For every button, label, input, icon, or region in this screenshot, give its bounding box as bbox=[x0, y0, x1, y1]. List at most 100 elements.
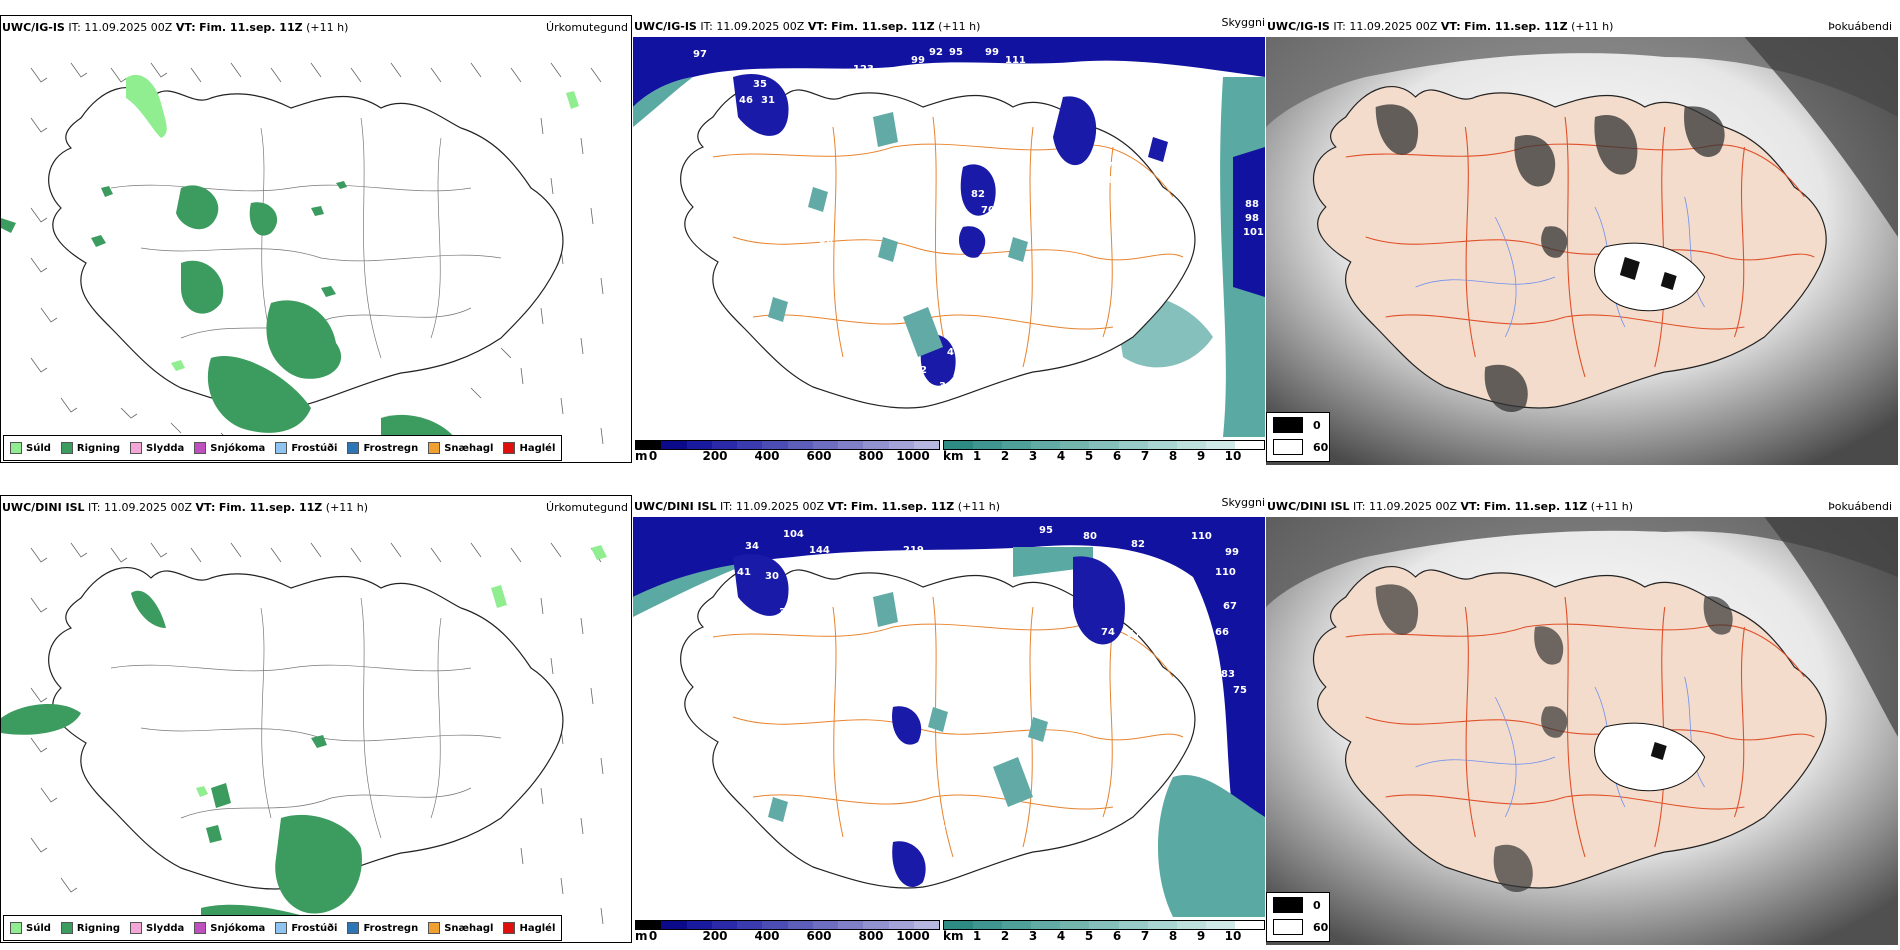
legend-item: Haglél bbox=[503, 442, 555, 454]
colorbar-segment bbox=[812, 441, 838, 449]
svg-text:34: 34 bbox=[745, 541, 759, 552]
svg-text:99: 99 bbox=[985, 47, 999, 58]
svg-text:117: 117 bbox=[778, 69, 799, 80]
svg-text:36: 36 bbox=[1063, 339, 1077, 350]
fog-legend: 0 60 bbox=[1266, 892, 1330, 942]
svg-text:99: 99 bbox=[911, 55, 925, 66]
svg-text:35: 35 bbox=[779, 607, 793, 618]
reduced-visibility-areas bbox=[768, 592, 1048, 822]
svg-text:92: 92 bbox=[929, 47, 943, 58]
legend-item: Rigning bbox=[60, 922, 120, 934]
legend-item: Snæhagl bbox=[428, 442, 493, 454]
colorbar-segment bbox=[1002, 441, 1032, 449]
colorbar-segment bbox=[913, 441, 939, 449]
colorbar-segment bbox=[1060, 441, 1090, 449]
panel-title: Þokuábendi bbox=[1828, 500, 1892, 513]
fog-map bbox=[1266, 37, 1898, 465]
colorbar-segment bbox=[1089, 921, 1119, 929]
fog-map bbox=[1266, 517, 1898, 945]
precip-panel-top: UWC/IG-IS IT: 11.09.2025 00Z VT: Fim. 11… bbox=[0, 15, 632, 463]
svg-text:80: 80 bbox=[1083, 531, 1097, 542]
colorbar-segment bbox=[1205, 921, 1235, 929]
svg-text:71: 71 bbox=[1203, 115, 1217, 126]
colorbar-segment bbox=[973, 921, 1003, 929]
panel-header: UWC/DINI ISL IT: 11.09.2025 00Z VT: Fim.… bbox=[1267, 500, 1634, 513]
svg-text:87: 87 bbox=[1165, 567, 1179, 578]
svg-text:110: 110 bbox=[1215, 567, 1236, 578]
svg-text:10: 10 bbox=[1143, 189, 1157, 200]
svg-text:93: 93 bbox=[1061, 305, 1075, 316]
svg-text:34: 34 bbox=[889, 389, 903, 400]
panel-header: UWC/IG-IS IT: 11.09.2025 00Z VT: Fim. 11… bbox=[1267, 20, 1614, 33]
svg-text:87: 87 bbox=[949, 705, 963, 716]
legend-item: Frostregn bbox=[347, 922, 418, 934]
svg-text:46: 46 bbox=[945, 257, 959, 268]
svg-text:74: 74 bbox=[1101, 627, 1115, 638]
colorbar-segment bbox=[1176, 441, 1206, 449]
legend-item: Haglél bbox=[503, 922, 555, 934]
colorbar-segment bbox=[944, 441, 974, 449]
ceiling-values: 104 144 219 95 80 82 110 99 34 41 30 35 … bbox=[737, 525, 1247, 864]
svg-text:31: 31 bbox=[761, 95, 775, 106]
colorbar-segment bbox=[1118, 921, 1148, 929]
svg-text:40: 40 bbox=[909, 829, 923, 840]
svg-text:144: 144 bbox=[809, 545, 830, 556]
colorbar-segment bbox=[1176, 921, 1206, 929]
panel-header: UWC/IG-IS IT: 11.09.2025 00Z VT: Fim. 11… bbox=[634, 20, 981, 33]
precip-map bbox=[1, 518, 631, 938]
visibility-panel-bottom: UWC/DINI ISL IT: 11.09.2025 00Z VT: Fim.… bbox=[633, 480, 1265, 950]
svg-text:96: 96 bbox=[819, 235, 833, 246]
svg-text:10: 10 bbox=[995, 185, 1009, 196]
svg-text:123: 123 bbox=[853, 64, 874, 75]
colorbar-segment bbox=[1031, 441, 1061, 449]
ceiling-colorbar: m 0 200 400 600 800 1000 bbox=[635, 920, 940, 946]
svg-text:82: 82 bbox=[1131, 539, 1145, 550]
colorbar-segment bbox=[1118, 441, 1148, 449]
colorbar-segment bbox=[787, 921, 813, 929]
panel-header: UWC/DINI ISL IT: 11.09.2025 00Z VT: Fim.… bbox=[634, 500, 1001, 513]
colorbar-segment bbox=[838, 441, 864, 449]
svg-text:82: 82 bbox=[971, 189, 985, 200]
svg-text:17: 17 bbox=[983, 659, 997, 670]
svg-text:46: 46 bbox=[739, 95, 753, 106]
panel-title: Skyggni bbox=[1221, 16, 1265, 29]
rivers bbox=[1415, 676, 1705, 818]
ceiling-colorbar: m 0 200 400 600 800 1000 bbox=[635, 440, 940, 465]
visibility-map: 104 144 219 95 80 82 110 99 34 41 30 35 … bbox=[633, 517, 1265, 917]
panel-title: Úrkomutegund bbox=[546, 21, 628, 34]
rain-areas bbox=[1, 181, 461, 448]
svg-text:42: 42 bbox=[1135, 581, 1149, 592]
legend-item: Frostregn bbox=[347, 442, 418, 454]
precip-map bbox=[1, 38, 631, 458]
roads bbox=[1345, 596, 1815, 858]
colorbar-segment bbox=[1147, 441, 1177, 449]
svg-text:30: 30 bbox=[937, 853, 951, 864]
svg-text:125: 125 bbox=[1081, 715, 1102, 726]
legend-item: Slydda bbox=[130, 442, 184, 454]
fog-legend: 0 60 bbox=[1266, 412, 1330, 462]
svg-text:104: 104 bbox=[783, 529, 804, 540]
colorbar-segment bbox=[1147, 921, 1177, 929]
colorbar-segment bbox=[1031, 921, 1061, 929]
low-ceiling-areas bbox=[733, 553, 1125, 888]
panel-header: UWC/IG-IS IT: 11.09.2025 00Z VT: Fim. 11… bbox=[2, 21, 349, 34]
panel-title: Þokuábendi bbox=[1828, 20, 1892, 33]
legend-item: Súld bbox=[10, 922, 51, 934]
svg-text:70: 70 bbox=[981, 205, 995, 216]
svg-text:95: 95 bbox=[949, 47, 963, 58]
colorbar-segment bbox=[636, 921, 662, 929]
ceiling-values: 97 117 123 92 95 99 99 111 112 35 46 31 … bbox=[693, 47, 1264, 400]
svg-text:42: 42 bbox=[913, 365, 927, 376]
svg-text:77: 77 bbox=[1099, 161, 1113, 172]
colorbar-segment bbox=[711, 921, 737, 929]
colorbar-segment bbox=[1234, 441, 1265, 449]
legend-item: Súld bbox=[10, 442, 51, 454]
svg-text:83: 83 bbox=[1221, 669, 1235, 680]
visibility-panel-top: UWC/IG-IS IT: 11.09.2025 00Z VT: Fim. 11… bbox=[633, 0, 1265, 465]
legend-item: Slydda bbox=[130, 922, 184, 934]
svg-text:111: 111 bbox=[1005, 55, 1026, 66]
svg-text:97: 97 bbox=[693, 49, 707, 60]
colorbar-segment bbox=[888, 921, 914, 929]
svg-text:34: 34 bbox=[779, 133, 793, 144]
colorbar-segment bbox=[888, 441, 914, 449]
